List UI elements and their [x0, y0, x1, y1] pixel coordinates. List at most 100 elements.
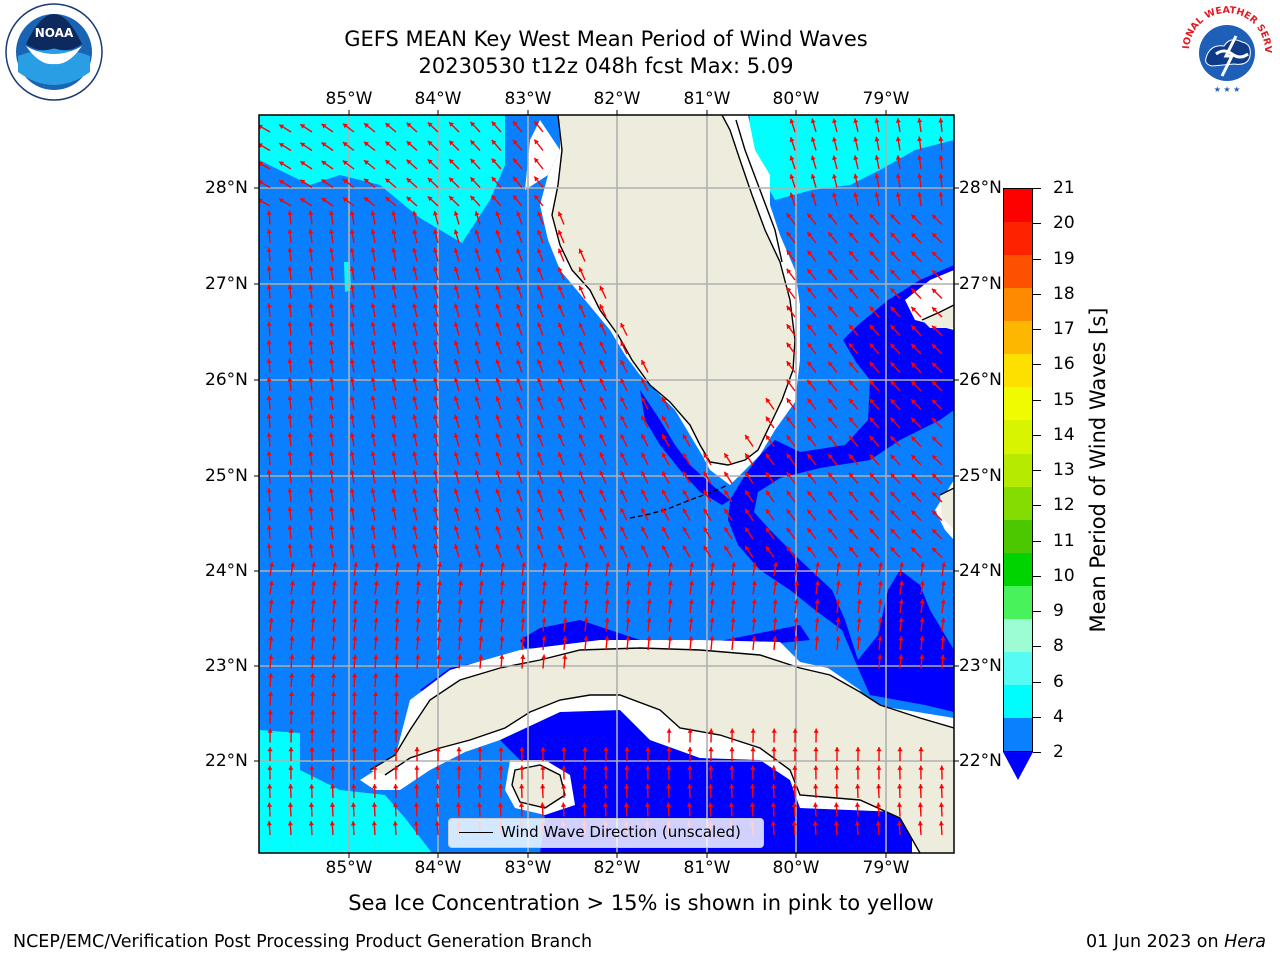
wind-wave-arrowhead — [416, 562, 422, 567]
wind-wave-arrowhead — [932, 362, 937, 368]
land-areas — [370, 115, 954, 853]
wind-wave-arrowhead — [516, 396, 522, 402]
wind-wave-arrowhead — [786, 268, 792, 274]
wind-wave-arrowhead — [917, 136, 923, 142]
wind-wave-arrowhead — [259, 198, 263, 204]
wind-wave-arrowhead — [793, 599, 799, 604]
wind-wave-arrowhead — [724, 471, 729, 477]
wind-wave-arrowhead — [415, 580, 421, 586]
wind-wave-arrowhead — [810, 155, 816, 161]
wind-wave-arrowhead — [708, 747, 714, 752]
wind-wave-arrowhead — [288, 728, 294, 733]
wind-wave-arrowhead — [853, 192, 859, 198]
wind-wave-arrowhead — [645, 747, 651, 752]
wind-wave-arrowhead — [813, 765, 819, 770]
wind-wave-arrowhead — [308, 247, 314, 253]
wind-wave-arrowhead — [911, 380, 917, 386]
colorbar-tick — [1033, 646, 1041, 648]
wind-wave-arrowhead — [786, 287, 792, 293]
wind-wave-arrowhead — [938, 192, 944, 197]
wind-wave-arrowhead — [848, 528, 854, 534]
wind-wave-arrowhead — [287, 340, 293, 345]
wind-wave-arrowhead — [310, 636, 316, 641]
wind-wave-arrowhead — [433, 303, 438, 309]
wind-wave-arrowhead — [516, 433, 522, 439]
wind-wave-arrowhead — [330, 747, 336, 752]
wind-wave-arrowhead — [786, 527, 792, 533]
wind-wave-arrowhead — [869, 306, 875, 312]
wind-wave-arrowhead — [562, 636, 568, 641]
wind-wave-arrowhead — [391, 451, 397, 457]
wind-wave-arrowhead — [895, 155, 901, 160]
wind-wave-arrowhead — [919, 636, 925, 641]
wind-wave-arrowhead — [449, 196, 454, 201]
wind-wave-arrowhead — [854, 821, 860, 826]
wind-wave-arrowhead — [259, 124, 263, 130]
wind-wave-arrowhead — [329, 414, 335, 419]
wind-wave-arrowhead — [828, 250, 833, 256]
wind-wave-arrowhead — [393, 765, 399, 770]
wind-wave-arrowhead — [478, 636, 484, 641]
wind-wave-arrowhead — [624, 784, 630, 789]
wind-wave-arrowhead — [412, 358, 418, 364]
wind-wave-arrowhead — [869, 288, 875, 293]
wind-wave-arrowhead — [267, 747, 273, 752]
wind-wave-arrowhead — [453, 451, 459, 457]
wind-wave-arrowhead — [290, 562, 296, 567]
wind-wave-arrowhead — [495, 525, 501, 531]
wind-wave-arrowhead — [308, 321, 314, 327]
wind-wave-arrowhead — [848, 546, 854, 552]
wind-wave-arrowhead — [364, 197, 369, 202]
wind-wave-arrowhead — [708, 784, 714, 789]
wind-wave-arrowhead — [453, 266, 459, 272]
wind-wave-arrowhead — [599, 322, 605, 328]
wind-wave-arrowhead — [812, 821, 818, 826]
wind-wave-arrowhead — [807, 379, 813, 385]
wind-wave-arrowhead — [513, 158, 518, 164]
wind-wave-arrowhead — [896, 802, 903, 807]
wind-wave-arrowhead — [646, 599, 652, 604]
wind-wave-arrowhead — [682, 489, 688, 495]
wind-wave-arrowhead — [920, 562, 926, 567]
wind-wave-arrowhead — [599, 304, 605, 310]
wind-wave-arrowhead — [453, 377, 459, 383]
axis-ticks — [254, 110, 959, 858]
wind-wave-arrowhead — [786, 453, 792, 459]
wind-wave-arrowhead — [563, 562, 569, 567]
wind-wave-arrowhead — [300, 124, 306, 129]
wind-wave-arrowhead — [682, 508, 688, 514]
wind-wave-arrowhead — [329, 543, 335, 549]
wind-wave-arrowhead — [848, 306, 854, 312]
svg-text:★ ★ ★: ★ ★ ★ — [1214, 85, 1241, 94]
wind-wave-arrowhead — [499, 599, 505, 604]
wind-wave-arrowhead — [373, 599, 379, 604]
wind-wave-arrowhead — [266, 821, 272, 826]
lat-label-left: 24°N — [205, 561, 248, 581]
wind-wave-arrowhead — [667, 580, 673, 586]
wind-wave-arrowhead — [329, 358, 335, 364]
wind-wave-arrowhead — [520, 580, 526, 586]
wind-wave-arrowhead — [433, 433, 438, 438]
wind-wave-arrowhead — [855, 784, 861, 789]
wind-wave-arrowhead — [578, 341, 584, 347]
wind-wave-arrowhead — [370, 247, 376, 253]
wind-wave-arrowhead — [342, 123, 348, 129]
wind-wave-arrowhead — [394, 580, 400, 586]
wind-wave-arrowhead — [287, 506, 293, 512]
wind-wave-arrowhead — [578, 526, 584, 532]
wind-wave-arrowhead — [394, 654, 400, 659]
wind-wave-arrowhead — [581, 802, 588, 807]
wind-wave-arrowhead — [557, 322, 563, 328]
wind-wave-arrowhead — [807, 324, 813, 330]
wind-wave-arrowhead — [412, 377, 418, 383]
legend-line-sample — [459, 832, 493, 833]
wind-wave-arrowhead — [835, 599, 841, 604]
wind-wave-arrowhead — [457, 580, 463, 586]
wind-wave-arrowhead — [330, 784, 336, 789]
wind-wave-arrowhead — [373, 673, 379, 678]
wind-wave-arrowhead — [537, 285, 542, 291]
wind-wave-arrowhead — [534, 158, 539, 163]
wind-wave-arrowhead — [308, 414, 314, 419]
wind-wave-arrowhead — [620, 341, 625, 347]
wind-wave-arrowhead — [848, 435, 854, 441]
